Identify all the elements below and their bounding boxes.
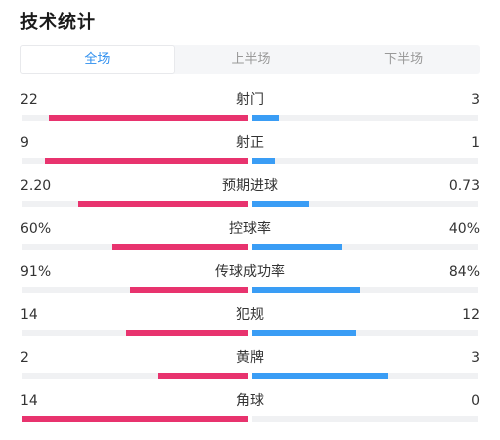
stat-row: 14 犯规 12	[20, 307, 480, 337]
stat-row: 9 射正 1	[20, 135, 480, 165]
away-bar-track	[252, 373, 478, 379]
away-bar-track	[252, 287, 478, 293]
away-bar-track	[252, 115, 478, 121]
stat-label: 射正	[236, 135, 264, 151]
home-bar	[22, 416, 248, 422]
stat-row: 91% 传球成功率 84%	[20, 264, 480, 294]
away-value: 84%	[448, 264, 480, 280]
home-value: 91%	[20, 264, 52, 280]
stat-row: 2 黄牌 3	[20, 350, 480, 380]
home-value: 9	[20, 135, 29, 151]
away-bar-track	[252, 201, 478, 207]
home-bar-track	[22, 244, 248, 250]
away-value: 40%	[448, 221, 480, 237]
home-value: 2.20	[20, 178, 52, 194]
away-bar	[252, 115, 279, 121]
stat-row: 60% 控球率 40%	[20, 221, 480, 251]
home-bar	[158, 373, 248, 379]
stat-row: 14 角球 0	[20, 393, 480, 423]
stat-row: 2.20 预期进球 0.73	[20, 178, 480, 208]
away-bar	[252, 330, 356, 336]
home-bar-track	[22, 201, 248, 207]
stat-label: 射门	[236, 92, 264, 108]
home-value: 2	[20, 350, 29, 366]
stat-label: 控球率	[229, 221, 271, 237]
home-bar-track	[22, 330, 248, 336]
home-bar-track	[22, 287, 248, 293]
home-bar	[49, 115, 248, 121]
away-value: 3	[471, 350, 480, 366]
tab-first-half[interactable]: 上半场	[231, 52, 271, 67]
away-bar	[252, 287, 360, 293]
away-bar-track	[252, 244, 478, 250]
away-bar	[252, 373, 388, 379]
away-bar	[252, 158, 275, 164]
home-bar-track	[22, 115, 248, 121]
stat-label: 传球成功率	[215, 264, 285, 280]
away-value: 3	[471, 92, 480, 108]
stat-label: 犯规	[236, 307, 264, 323]
away-value: 12	[462, 307, 480, 323]
home-bar	[130, 287, 248, 293]
away-value: 0	[471, 393, 480, 409]
home-value: 60%	[20, 221, 52, 237]
home-bar-track	[22, 158, 248, 164]
stat-label: 预期进球	[222, 178, 278, 194]
home-value: 14	[20, 393, 38, 409]
home-value: 22	[20, 92, 38, 108]
home-value: 14	[20, 307, 38, 323]
home-bar	[78, 201, 248, 207]
period-tabs: 全场 上半场 下半场	[20, 45, 480, 74]
home-bar-track	[22, 416, 248, 422]
away-value: 0.73	[448, 178, 480, 194]
tab-full-match[interactable]: 全场	[20, 45, 175, 74]
page-title: 技术统计	[20, 12, 96, 33]
home-bar	[126, 330, 248, 336]
away-bar	[252, 201, 309, 207]
home-bar-track	[22, 373, 248, 379]
home-bar	[112, 244, 248, 250]
away-value: 1	[471, 135, 480, 151]
stat-label: 黄牌	[236, 350, 264, 366]
home-bar	[45, 158, 248, 164]
stat-label: 角球	[236, 393, 264, 409]
stat-row: 22 射门 3	[20, 92, 480, 122]
away-bar-track	[252, 158, 478, 164]
away-bar-track	[252, 330, 478, 336]
away-bar	[252, 244, 342, 250]
tab-second-half[interactable]: 下半场	[384, 52, 424, 67]
away-bar-track	[252, 416, 478, 422]
